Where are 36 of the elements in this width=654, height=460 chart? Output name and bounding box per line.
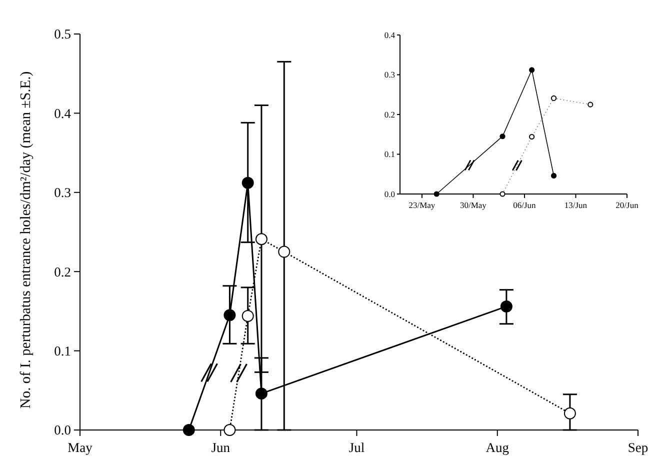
x-tick-label: 30/May [460,200,488,210]
x-tick-label: 20/Jun [616,200,640,210]
x-tick-label: Aug [486,440,510,455]
point [224,309,236,322]
y-tick-label: 0.1 [384,149,395,160]
point [529,67,535,73]
point [242,176,254,189]
x-tick-label: 23/May [408,200,436,210]
x-tick-label: 13/Jun [564,200,588,210]
point [564,407,576,420]
y-axis-title: No. of I. perturbatus entrance holes/dm²/day (mean ±S.E.) [18,71,34,409]
y-tick-label: 0.3 [384,70,395,80]
point [255,388,268,400]
point [434,191,440,197]
y-tick-label: 0.4 [384,30,396,40]
point [550,172,557,179]
x-tick-label: 06/Jun [513,200,537,210]
y-tick-label: 0.3 [54,185,72,200]
x-tick-label: May [68,440,93,455]
y-tick-label: 0.2 [54,264,71,280]
x-tick-label: Jul [348,440,365,455]
y-tick-label: 0.1 [54,344,71,359]
point [278,246,290,258]
point [500,300,512,312]
x-tick-label: Jun [211,440,230,455]
y-tick-label: 0.2 [384,109,395,120]
x-tick-label: Sep [628,440,648,455]
point [255,233,268,246]
point [182,424,195,436]
point [224,424,236,436]
y-tick-label: 0.5 [54,26,72,42]
y-tick-label: 0.4 [54,106,72,121]
point [500,134,506,140]
point [242,310,254,322]
y-tick-label: 0.0 [384,188,395,199]
y-tick-label: 0.0 [54,422,72,438]
